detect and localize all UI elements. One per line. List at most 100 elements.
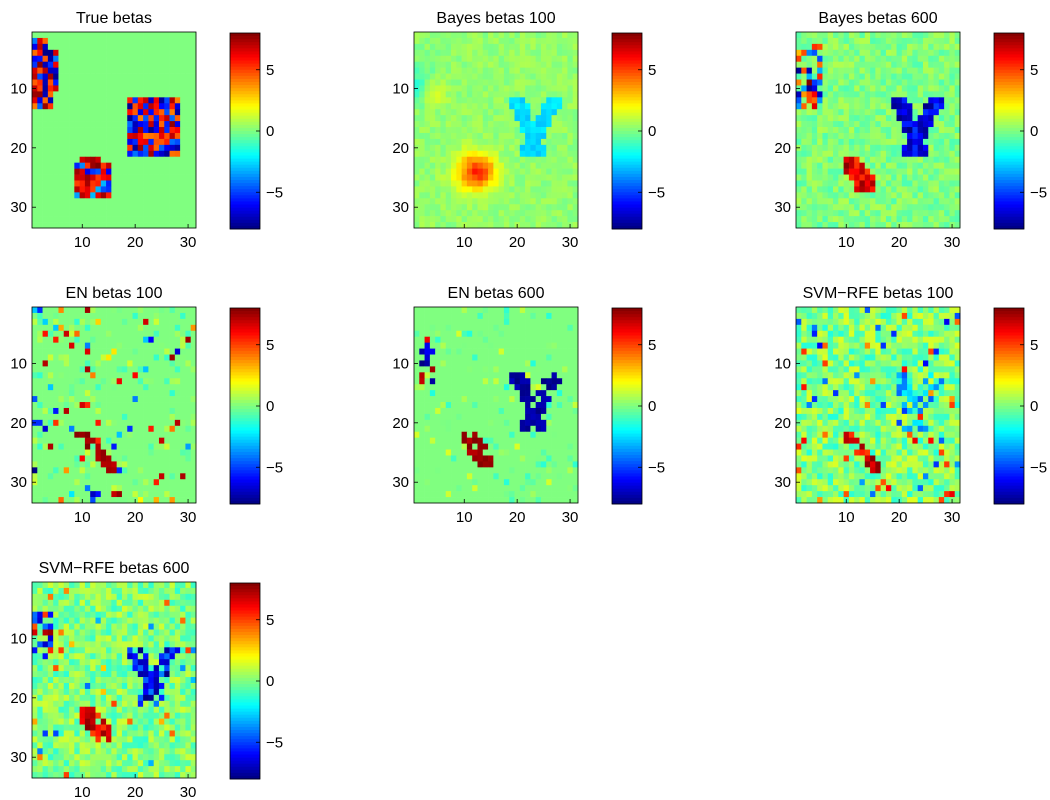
heatmap-cell [132,402,139,409]
heatmap-cell [58,91,65,98]
heatmap-cell [58,43,65,51]
heatmap-cell [519,390,526,397]
heatmap-cell [100,461,107,468]
heatmap-cell [451,204,457,211]
heatmap-cell [875,109,881,116]
heatmap-cell [567,198,574,205]
heatmap-cell [572,144,579,152]
heatmap-cell [556,180,563,187]
heatmap-cell [922,32,929,39]
heatmap-cell [556,384,563,391]
heatmap-cell [551,67,558,74]
heatmap-cell [556,222,563,229]
heatmap-cell [859,204,866,211]
heatmap-cell [875,192,881,199]
heatmap-cell [493,85,499,92]
heatmap-cell [137,402,144,409]
heatmap-cell [121,127,128,134]
heatmap-cell [148,180,155,187]
heatmap-cell [530,61,537,68]
colorbar-segment [230,213,260,218]
heatmap-cell [84,431,91,439]
heatmap-cell [47,348,54,355]
heatmap-cell [100,467,107,474]
heatmap-cell [488,43,494,51]
heatmap-cell [456,318,462,326]
heatmap-cell [111,55,117,63]
heatmap-cell [63,336,70,343]
heatmap-cell [880,222,887,229]
heatmap-cell [488,79,494,86]
colorbar-segment [612,69,642,74]
heatmap-cell [477,372,484,379]
heatmap-cell [47,61,54,68]
heatmap-cell [907,43,913,51]
heatmap-cell [42,330,49,338]
heatmap-cell [922,37,929,45]
heatmap-cell [95,103,102,110]
heatmap-cell [509,138,515,146]
heatmap-cell [169,324,176,332]
heatmap-cell [477,378,484,385]
heatmap-cell [896,67,903,74]
heatmap-cell [37,192,43,199]
colorbar-segment [230,192,260,196]
heatmap-cell [954,115,961,122]
heatmap-cell [42,455,49,462]
colorbar-segment [230,189,260,193]
heatmap-cell [562,67,568,74]
heatmap-cell [535,55,542,63]
heatmap-cell [153,150,160,158]
heatmap-cell [822,37,829,45]
heatmap-cell [901,192,908,199]
heatmap-cell [435,336,441,343]
heatmap-cell [843,180,850,187]
heatmap-cell [164,85,170,92]
heatmap-cell [100,49,107,57]
heatmap-cell [456,186,462,193]
heatmap-cell [63,138,70,146]
heatmap-cell [95,425,102,433]
heatmap-cell [58,198,65,205]
heatmap-cell [419,186,425,193]
heatmap-cell [164,378,170,385]
heatmap-cell [954,210,961,217]
heatmap-cell [562,174,568,181]
heatmap-cell [461,216,468,223]
heatmap-cell [567,180,574,187]
heatmap-cell [477,132,484,140]
heatmap-cell [116,109,123,116]
heatmap-cell [907,144,913,152]
heatmap-cell [53,342,59,349]
colorbar-segment [230,323,260,327]
colorbar-segment [612,210,642,215]
heatmap-cell [429,192,436,199]
heatmap-cell [37,431,43,439]
heatmap-cell [419,127,425,134]
heatmap-cell [127,156,133,164]
heatmap-cell [530,307,537,314]
colorbar-segment [230,326,260,330]
heatmap-cell [63,91,70,98]
colorbar-segment [612,118,642,123]
heatmap-cell [137,330,144,338]
heatmap-cell [74,390,80,397]
colorbar-segment [612,176,642,181]
heatmap-cell [143,431,149,439]
heatmap-cell [53,312,59,320]
heatmap-cell [190,174,197,181]
heatmap-cell [74,467,80,474]
heatmap-cell [833,97,839,104]
heatmap-cell [806,180,813,187]
heatmap-cell [540,49,547,57]
heatmap-cell [148,55,155,63]
heatmap-cell [938,61,945,68]
heatmap-cell [435,49,441,57]
colorbar-segment [994,213,1024,218]
heatmap-cell [933,37,940,45]
heatmap-cell [509,348,515,355]
heatmap-cell [530,67,537,74]
heatmap-cell [58,144,65,152]
heatmap-cell [42,115,49,122]
heatmap-cell [461,73,468,80]
